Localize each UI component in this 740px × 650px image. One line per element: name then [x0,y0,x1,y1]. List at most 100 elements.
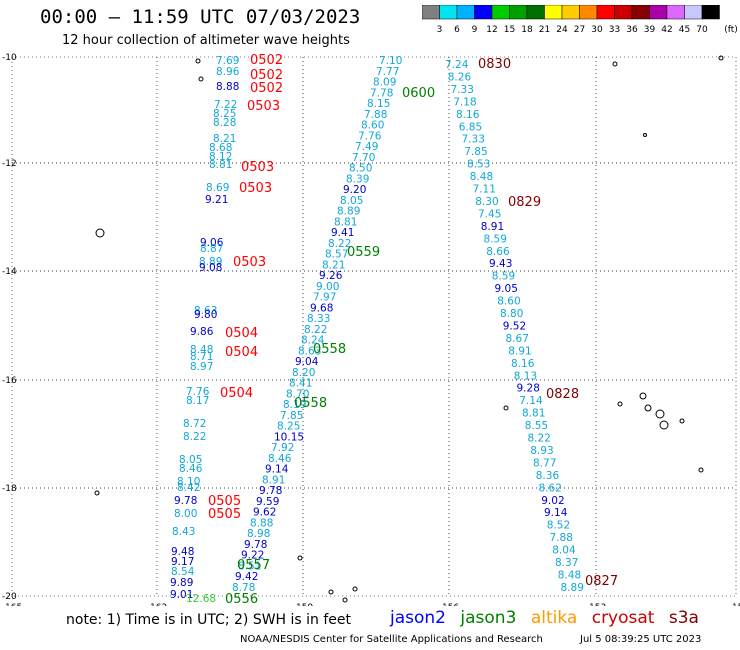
pass-time-label: 0503 [241,160,274,175]
lat-lon-grid [11,56,737,597]
s3a-wave-height: 8.69 [206,182,229,194]
colorbar-tick: 12 [486,25,497,35]
pass-time-label: 0505 [208,507,241,522]
pass-time-label: 0502 [250,81,283,96]
cryosat-wave-height: 8.60 [497,296,520,308]
s3a-wave-height: 8.96 [216,66,240,78]
cryosat-wave-height: 8.77 [533,457,556,469]
jason3-wave-height: 8.19 [283,399,306,411]
cryosat-wave-height: 7.45 [478,208,501,220]
cryosat-wave-height: 9.43 [489,258,512,270]
jason3-wave-height: 9.26 [319,270,343,282]
colorbar-tick: 42 [661,25,672,35]
y-axis-label: -18 [2,484,17,494]
color-scale-legend: 3 6 9 12 15 18 21 24 27 30 33 36 39 42 45 70 (ft) [422,5,738,35]
island-outline [679,418,685,424]
colorbar-tick: 18 [521,25,533,35]
cryosat-wave-height: 8.26 [448,71,472,83]
island-outline [617,401,623,407]
cryosat-wave-height: 8.91 [481,221,504,233]
island-outline [198,76,204,82]
jason3-wave-height: 9.20 [343,184,366,196]
jason3-wave-height: 8.15 [367,98,390,110]
jason3-wave-height: 9.04 [295,356,319,368]
map-frame [11,56,737,597]
pass-time-label: 0505 [208,494,241,509]
colorbar-tick: 27 [574,25,585,35]
y-axis-label: -10 [2,53,17,63]
jason3-wave-height: 8.20 [292,367,315,379]
x-axis-label: -159 [293,603,314,606]
cryosat-wave-height: 9.14 [544,507,568,519]
island-outline [95,228,105,238]
colorbar-tick: 36 [626,25,638,35]
jason3-wave-height: 9.42 [235,571,258,583]
wave-height-values: 7.698.968.887.228.258.288.218.688.128.81… [170,55,584,605]
colorbar-unit: (ft) [724,25,738,35]
cryosat-wave-height: 9.02 [541,495,564,507]
jason3-wave-height: 8.91 [262,474,285,486]
colorbar-tick: 3 [437,25,443,35]
island-outline [643,133,647,137]
s3a-wave-height: 8.54 [171,566,195,578]
s3a-wave-height: 9.86 [190,326,214,338]
cryosat-wave-height: 8.55 [525,420,548,432]
cryosat-wave-height: 8.36 [536,470,560,482]
island-outline [698,467,704,473]
cryosat-wave-height: 8.67 [506,333,529,345]
x-axis-label: -15 [729,603,740,606]
jason3-wave-height: 7.92 [271,442,294,454]
cryosat-wave-height: 8.48 [470,171,493,183]
s3a-wave-height: 8.81 [209,159,232,171]
s3a-wave-height: 8.89 [199,256,222,268]
s3a-wave-height: 9.80 [194,309,217,321]
s3a-wave-height: 9.89 [170,577,193,589]
cryosat-wave-height: 8.59 [492,271,515,283]
jason3-wave-height: 7.77 [376,66,399,78]
legend-jason3: jason3 [460,608,517,628]
cryosat-wave-height: 9.28 [517,383,540,395]
jason3-wave-height: 9.00 [316,281,339,293]
jason3-wave-height: 10.15 [274,431,304,443]
pass-time-label: 0558 [313,342,346,357]
x-axis-label: -153 [586,603,606,606]
island-outline [94,490,100,496]
jason3-wave-height: 8.50 [349,163,372,175]
pass-time-label: 0502 [250,53,283,68]
cryosat-wave-height: 7.18 [453,96,476,108]
pass-time-label: 0829 [508,195,541,210]
s3a-wave-height: 7.69 [216,55,239,67]
colorbar-tick: 33 [609,25,620,35]
wave-height-map: 7.698.968.887.228.258.288.218.688.128.81… [2,53,740,606]
island-outline [503,405,509,411]
s3a-wave-height: 8.17 [186,395,209,407]
s3a-wave-height: 8.71 [190,351,213,363]
island-outline [639,392,647,400]
s3a-wave-height: 8.48 [190,344,213,356]
jason3-wave-height: 8.21 [322,259,345,271]
s3a-wave-height: 8.68 [209,142,232,154]
jason3-wave-height: 8.57 [325,249,348,261]
island-outline [342,597,348,603]
pass-time-label: 0600 [402,86,435,101]
cryosat-wave-height: 7.33 [462,134,485,146]
cryosat-wave-height: 8.22 [528,433,551,445]
s3a-wave-height: 8.87 [200,243,223,255]
jason3-wave-height: 8.60 [361,120,384,132]
cryosat-wave-height: 8.48 [558,569,581,581]
island-outline [328,589,334,595]
s3a-wave-height: 8.42 [177,482,200,494]
pass-time-label: 0502 [250,68,283,83]
jason3-wave-height: 8.88 [250,517,273,529]
cryosat-wave-height: 8.89 [561,582,584,594]
jason3-wave-height: 8.98 [247,528,270,540]
generated-timestamp: Jul 5 08:39:25 UTC 2023 [580,634,702,645]
s3a-wave-height: 12.68 [186,593,216,605]
s3a-wave-height: 8.28 [213,117,236,129]
colorbar-tick: 6 [454,25,460,35]
s3a-wave-height: 8.10 [177,476,200,488]
cryosat-wave-height: 8.16 [511,358,535,370]
jason3-wave-height: 7.10 [379,55,402,67]
axis-labels: -165 -162 -159 -156 -153 -15 -10 -12 -14 -16 -18 -2… [2,53,740,606]
jason3-wave-height: 8.09 [373,77,396,89]
